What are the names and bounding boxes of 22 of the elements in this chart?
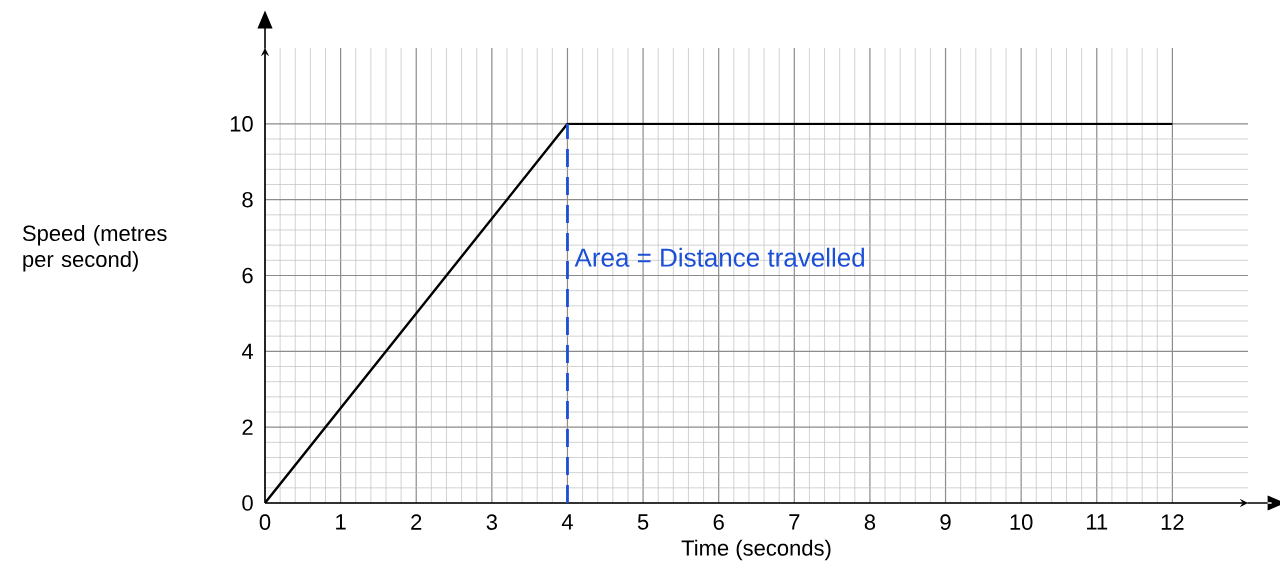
x-tick-label: 6: [713, 514, 724, 530]
x-tick-label: 5: [637, 514, 649, 530]
x-tick-label: 1: [336, 514, 346, 530]
x-tick-label: 12: [1161, 514, 1184, 530]
y-tick-label: 6: [242, 267, 253, 284]
x-tick-label: 2: [411, 514, 422, 530]
x-tick-label: 0: [259, 514, 271, 530]
x-tick-label: 9: [940, 514, 951, 530]
x-tick-label: 8: [864, 514, 876, 530]
x-tick-label: 3: [486, 514, 497, 530]
x-axis-title: Time (seconds): [681, 539, 831, 561]
y-tick-label: 10: [230, 116, 253, 132]
y-tick-label: 4: [241, 343, 254, 359]
y-tick-label: 0: [242, 495, 253, 511]
x-tick-label: 4: [561, 514, 573, 530]
x-tick-label: 11: [1087, 514, 1108, 530]
x-tick-label: 7: [789, 514, 800, 530]
y-tick-label: 8: [242, 191, 253, 208]
ref-line-label: Area = Distance travelled: [574, 247, 865, 267]
y-axis-title: Speed (metres per second): [22, 224, 167, 272]
y-tick-label: 2: [242, 419, 253, 435]
x-tick-label: 10: [1010, 514, 1033, 530]
